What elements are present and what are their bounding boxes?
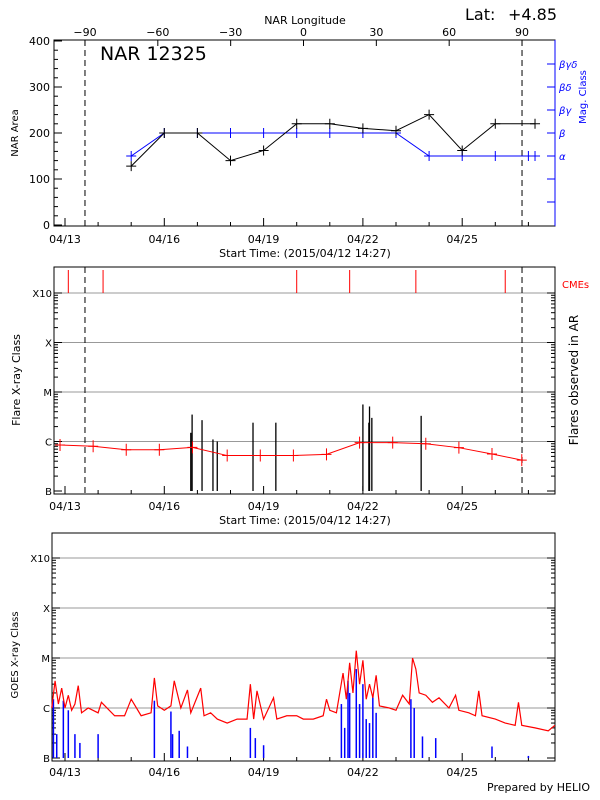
mag-class-line (130, 132, 536, 157)
panel3-y-tick-label: X (43, 604, 50, 615)
background-flux-point (187, 441, 198, 454)
panel2-x-tick-label: 04/16 (148, 500, 180, 513)
area-point (192, 128, 203, 138)
mag-class-point (424, 151, 435, 161)
area-point (159, 128, 170, 138)
lat-label: Lat: (465, 5, 495, 24)
longitude-tick-label: −60 (146, 26, 169, 39)
background-flux-point (453, 441, 464, 454)
panel3-y-tick-label: C (43, 704, 50, 715)
background-flux-point (420, 437, 431, 450)
credit-label: Prepared by HELIO (487, 781, 590, 794)
panel2-y-tick-label: M (43, 388, 52, 399)
mag-tick-label: βγ (558, 106, 572, 117)
background-flux-point (154, 443, 165, 456)
area-point (530, 118, 541, 129)
panel1-ylabel: NAR Area (10, 109, 21, 156)
panel1-x-tick-label: 04/25 (446, 233, 478, 246)
mag-class-point (258, 128, 269, 138)
longitude-tick-label: 90 (515, 26, 529, 39)
y-tick-label: 100 (29, 173, 50, 186)
area-point (225, 155, 236, 166)
panel2-x-tick-label: 04/19 (248, 500, 280, 513)
panel2-y-tick-label: X10 (32, 289, 52, 300)
panel1-x-tick-label: 04/13 (49, 233, 81, 246)
panel2-y-tick-label: X (45, 339, 52, 350)
panel3-y-tick-label: M (41, 654, 50, 665)
cme-label: CMEs (562, 280, 589, 291)
longitude-axis-title: NAR Longitude (264, 14, 346, 27)
panel3-y-tick-label: X10 (30, 554, 50, 565)
longitude-tick-label: 30 (369, 26, 383, 39)
mag-tick-label: βγδ (558, 60, 577, 71)
panel3-x-tick-label: 04/19 (248, 766, 280, 779)
mag-class-point (530, 151, 541, 161)
panel2-y-tick-label: B (45, 487, 52, 498)
background-flux-point (288, 449, 299, 462)
panel2-xlabel: Start Time: (2015/04/12 14:27) (219, 514, 391, 527)
area-point (391, 125, 401, 136)
panel3-x-tick-label: 04/22 (347, 766, 379, 779)
background-flux-point (255, 449, 266, 462)
area-point (126, 161, 137, 172)
panel2-x-tick-label: 04/22 (347, 500, 379, 513)
mag-class-point (490, 151, 501, 161)
background-flux-point (55, 438, 66, 451)
area-point (424, 109, 435, 120)
y-tick-label: 0 (43, 219, 50, 232)
mag-tick-label: α (559, 152, 566, 163)
area-point (258, 145, 269, 156)
panel3-y-tick-label: B (43, 754, 50, 765)
longitude-tick-label: 0 (300, 26, 307, 39)
longitude-tick-label: −30 (219, 26, 242, 39)
y-tick-label: 400 (29, 35, 50, 48)
y-tick-label: 300 (29, 81, 50, 94)
panel3-ylabel: GOES X-ray Class (10, 611, 21, 698)
background-flux-point (222, 449, 233, 462)
background-flux-point (516, 454, 527, 467)
region-title: NAR 12325 (100, 43, 207, 65)
area-point (490, 118, 501, 129)
area-line (130, 113, 536, 167)
longitude-tick-label: −90 (73, 26, 96, 39)
background-flux-point (88, 440, 99, 453)
panel2-y-tick-label: C (45, 438, 52, 449)
panel1-x-tick-label: 04/22 (347, 233, 379, 246)
panel2-x-tick-label: 04/25 (446, 500, 478, 513)
background-flux-line (60, 442, 522, 461)
mag-tick-label: β (558, 129, 566, 140)
background-flux-point (354, 436, 365, 449)
longitude-tick-label: 60 (442, 26, 456, 39)
panel1-xlabel: Start Time: (2015/04/12 14:27) (219, 247, 391, 260)
background-flux-point (121, 443, 132, 456)
panel3-x-tick-label: 04/13 (49, 766, 81, 779)
y-tick-label: 200 (29, 127, 50, 140)
panel2-frame (53, 266, 556, 495)
panel2-x-tick-label: 04/13 (49, 500, 81, 513)
area-point (357, 123, 368, 134)
panel1-x-tick-label: 04/16 (148, 233, 180, 246)
goes-long-line (51, 650, 556, 732)
panel1-x-tick-label: 04/19 (248, 233, 280, 246)
background-flux-point (486, 447, 497, 460)
mag-class-point (291, 128, 302, 138)
area-point (291, 118, 302, 129)
background-flux-point (321, 448, 332, 461)
panel2-y2label: Flares observed in AR (567, 315, 581, 445)
area-point (457, 145, 468, 156)
area-point (324, 118, 335, 129)
panel3-frame (51, 532, 556, 762)
panel1-y2label: Mag. Class (578, 70, 589, 124)
lat-value: +4.85 (508, 5, 557, 24)
mag-tick-label: βδ (558, 83, 572, 94)
panel3-x-tick-label: 04/25 (446, 766, 478, 779)
panel3-x-tick-label: 04/16 (148, 766, 180, 779)
panel2-ylabel: Flare X-ray Class (10, 334, 23, 426)
mag-class-point (324, 128, 335, 138)
background-flux-point (387, 436, 398, 449)
mag-class-point (225, 128, 236, 138)
mag-class-point (126, 151, 137, 161)
